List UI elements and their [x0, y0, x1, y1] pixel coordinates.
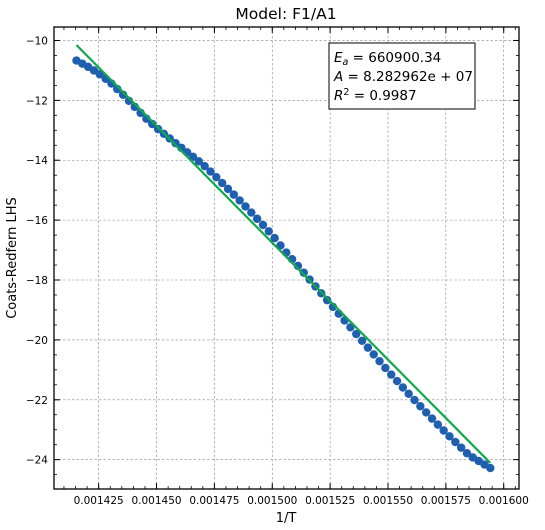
- scatter-point: [456, 443, 466, 452]
- y-tick-label: −20: [26, 335, 48, 347]
- annotation-line: Ea = 660900.34: [334, 50, 441, 68]
- x-tick-label: 0.001575: [421, 495, 471, 507]
- scatter-point: [357, 336, 367, 346]
- scatter-point: [148, 119, 157, 129]
- scatter-point: [410, 395, 419, 405]
- x-tick-label: 0.001500: [247, 495, 297, 507]
- x-axis-label: 1/T: [276, 511, 297, 526]
- scatter-point: [223, 184, 233, 194]
- annotation-line: R2 = 0.9987: [334, 87, 417, 104]
- chart-title: Model: F1/A1: [235, 5, 336, 23]
- x-tick-label: 0.001600: [479, 495, 529, 507]
- x-tick-label: 0.001450: [131, 495, 181, 507]
- y-tick-label: −16: [26, 215, 48, 227]
- scatter-point: [427, 414, 437, 423]
- scatter-point: [258, 220, 268, 230]
- fit-line: [75, 44, 492, 464]
- scatter-point: [153, 124, 163, 134]
- annotation-box: Ea = 660900.34A = 8.282962e + 07 R2 = 0.9…: [328, 42, 476, 110]
- scatter-point: [270, 233, 279, 243]
- scatter-point: [363, 343, 373, 352]
- x-tick-label: 0.001525: [305, 495, 355, 507]
- scatter-point: [381, 363, 390, 373]
- y-tick-label: −10: [26, 35, 48, 47]
- annotation-line: A = 8.282962e + 07: [333, 69, 473, 85]
- y-tick-labels: −24 −22 −20 −18 −16 −14 −12 −10: [26, 35, 48, 466]
- y-tick-label: −12: [26, 95, 48, 107]
- scatter-point: [398, 383, 408, 392]
- x-tick-labels: 0.001425 0.001450 0.001475 0.001500 0.001525…: [74, 495, 529, 507]
- scatter-point: [451, 437, 460, 447]
- scatter-point: [241, 202, 250, 211]
- y-axis-label: Coats-Redfern LHS: [5, 197, 20, 319]
- scatter-point: [229, 190, 239, 199]
- plot-frame: [53, 26, 520, 490]
- scatter-point: [445, 432, 454, 441]
- scatter-point: [264, 227, 274, 236]
- scatter-point: [212, 172, 221, 182]
- scatter-point: [369, 350, 378, 359]
- y-tick-label: −18: [26, 275, 48, 287]
- x-tick-label: 0.001425: [74, 495, 124, 507]
- data-series: [72, 44, 495, 473]
- scatter-point: [352, 329, 361, 339]
- scatter-point: [421, 408, 431, 417]
- scatter-point: [375, 356, 384, 366]
- scatter-point: [188, 152, 198, 162]
- scatter-point: [433, 420, 443, 429]
- y-tick-label: −24: [26, 455, 48, 467]
- scatter-point: [200, 161, 209, 171]
- annotation-lines: Ea = 660900.34A = 8.282962e + 07 R2 = 0.9…: [333, 50, 473, 104]
- scatter-point: [171, 138, 180, 148]
- scatter-point: [252, 214, 262, 223]
- scatter-point: [206, 167, 215, 176]
- scatter-point: [235, 196, 244, 205]
- scatter-point: [387, 370, 396, 379]
- x-tick-label: 0.001550: [363, 495, 413, 507]
- scatter-point: [299, 268, 308, 277]
- scatter-point: [439, 426, 448, 435]
- scatter-point: [462, 449, 472, 458]
- scatter-point: [404, 389, 413, 399]
- x-tick-label: 0.001475: [189, 495, 239, 507]
- axis-ticks: [54, 27, 519, 489]
- scatter-point: [486, 463, 495, 473]
- scatter-point: [392, 376, 402, 386]
- y-tick-label: −22: [26, 395, 48, 407]
- scatter-point: [194, 157, 204, 166]
- scatter-point: [322, 295, 332, 305]
- scatter-point: [416, 402, 425, 411]
- scatter-point: [217, 178, 227, 188]
- y-tick-label: −14: [26, 155, 48, 167]
- scatter-point: [247, 208, 256, 217]
